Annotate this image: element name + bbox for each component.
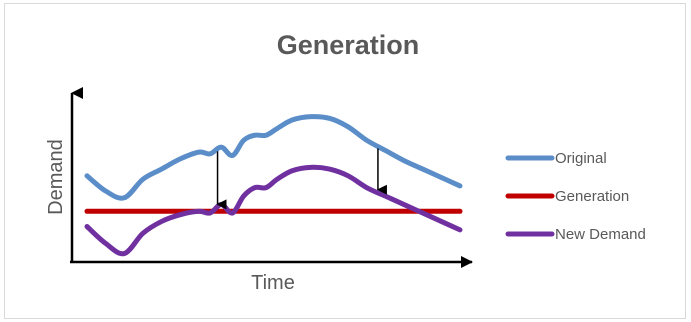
- annotation-layer: [216, 148, 387, 210]
- legend-item-generation: Generation: [505, 188, 629, 205]
- legend-item-new-demand: New Demand: [505, 226, 646, 243]
- series-line-original: [84, 114, 463, 201]
- y-axis-label: Demand: [45, 139, 67, 215]
- legend-label-original: Original: [555, 150, 607, 167]
- legend-item-original: Original: [505, 150, 607, 167]
- series-line-new-demand: [84, 164, 463, 257]
- legend-label-generation: Generation: [555, 188, 629, 205]
- chart-title: Generation: [277, 30, 420, 60]
- x-axis-label: Time: [251, 272, 295, 294]
- legend-label-new-demand: New Demand: [555, 226, 646, 243]
- chart-frame: [4, 3, 686, 319]
- legend: Original Generation New Demand: [505, 150, 646, 243]
- series-layer: [84, 114, 463, 257]
